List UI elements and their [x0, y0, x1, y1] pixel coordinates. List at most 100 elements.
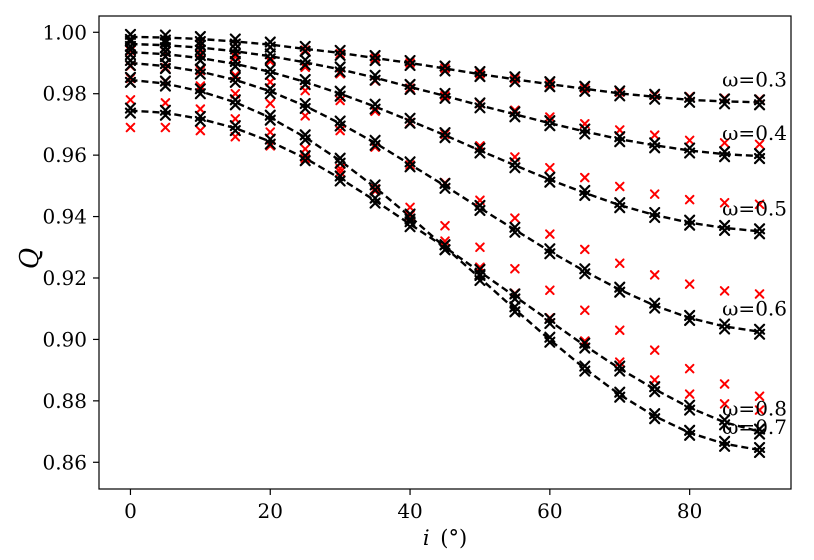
simulation-marker: [614, 286, 626, 298]
reference-marker: [475, 262, 485, 273]
reference-marker: [614, 125, 625, 135]
y-tick-label: 0.90: [42, 327, 87, 351]
simulation-marker: [614, 391, 626, 403]
simulation-marker: [229, 60, 241, 73]
simulation-marker: [439, 132, 451, 144]
simulation-marker: [684, 219, 696, 231]
simulation-marker: [474, 268, 486, 280]
reference-marker: [475, 141, 485, 151]
y-tick-label: 0.98: [42, 82, 87, 106]
simulation-marker: [753, 152, 766, 165]
simulation-marker: [369, 54, 381, 67]
simulation-marker: [299, 155, 311, 167]
simulation-marker: [544, 120, 556, 132]
simulation-marker: [439, 182, 451, 194]
reference-marker: [300, 144, 311, 154]
simulation-marker: [649, 413, 661, 425]
simulation-marker: [579, 85, 591, 97]
simulation-marker: [334, 175, 346, 187]
x-axis: 0 20 40 60 80: [124, 489, 702, 523]
y-axis-title: Q: [15, 248, 45, 269]
reference-marker: [300, 111, 311, 121]
reference-marker: [265, 56, 276, 67]
series-label: ω=0.6: [722, 297, 787, 321]
reference-marker: [510, 73, 520, 84]
simulation-marker: [264, 53, 276, 65]
simulation-marker: [334, 157, 346, 169]
series-line: [130, 61, 760, 333]
simulation-marker: [439, 244, 451, 256]
x-tick-label: 0: [124, 499, 137, 523]
simulation-marker: [194, 115, 206, 127]
reference-marker: [405, 160, 415, 170]
simulation-marker: [649, 302, 661, 314]
reference-marker: [754, 405, 765, 415]
reference-marker: [545, 229, 555, 239]
simulation-marker: [334, 90, 346, 102]
series-label: ω=0.3: [722, 67, 787, 91]
reference-marker: [684, 363, 695, 374]
x-tick-label: 60: [537, 499, 562, 523]
simulation-marker: [544, 336, 556, 348]
simulation-marker: [404, 161, 416, 173]
reference-marker: [440, 129, 450, 140]
reference-marker: [579, 244, 590, 255]
series-label: ω=0.7: [722, 415, 787, 439]
x-axis-unit: (°): [440, 526, 467, 550]
simulation-marker: [718, 440, 731, 452]
reference-marker: [649, 189, 660, 199]
simulation-marker: [194, 88, 206, 100]
series-line: [130, 35, 760, 104]
reference-marker: [649, 270, 660, 280]
y-tick-label: 0.92: [42, 266, 87, 290]
simulation-marker: [649, 93, 661, 105]
reference-marker: [754, 139, 765, 150]
reference-marker: [719, 379, 730, 389]
simulation-marker: [334, 66, 346, 78]
simulation-marker: [579, 268, 591, 280]
x-axis-title: i (°): [423, 526, 467, 550]
simulation-marker: [194, 68, 206, 80]
simulation-marker: [579, 365, 591, 377]
simulation-marker: [649, 386, 661, 398]
reference-marker: [370, 53, 380, 64]
simulation-marker: [229, 99, 241, 111]
simulation-marker: [718, 98, 731, 110]
simulation-marker-layer: [124, 28, 766, 459]
reference-marker: [300, 62, 311, 73]
reference-marker: [125, 95, 136, 105]
series-label: ω=0.4: [722, 121, 787, 145]
simulation-marker: [544, 176, 556, 188]
simulation-marker: [404, 221, 416, 233]
simulation-marker: [264, 68, 276, 81]
simulation-marker: [159, 34, 172, 46]
simulation-marker: [684, 404, 696, 416]
reference-marker: [545, 78, 555, 89]
reference-marker: [579, 336, 590, 346]
simulation-marker: [299, 78, 311, 91]
simulation-marker: [404, 83, 416, 96]
reference-marker: [684, 279, 695, 289]
reference-marker: [230, 70, 241, 81]
simulation-marker: [509, 306, 521, 318]
reference-marker: [579, 83, 590, 93]
simulation-marker: [649, 211, 661, 224]
simulation-marker: [264, 114, 276, 126]
simulation-marker: [649, 142, 661, 154]
reference-marker: [195, 125, 206, 136]
reference-marker: [160, 122, 171, 133]
x-axis-variable: i: [423, 526, 430, 550]
simulation-marker: [579, 189, 591, 202]
simulation-marker: [124, 59, 137, 72]
simulation-marker: [753, 228, 766, 240]
reference-marker: [195, 104, 206, 114]
reference-marker: [754, 391, 765, 402]
reference-marker: [579, 305, 590, 316]
reference-marker: [719, 399, 730, 409]
simulation-marker: [614, 90, 626, 102]
reference-marker: [719, 138, 730, 148]
simulation-marker: [753, 428, 766, 440]
simulation-marker: [544, 317, 556, 330]
reference-marker: [579, 172, 590, 183]
